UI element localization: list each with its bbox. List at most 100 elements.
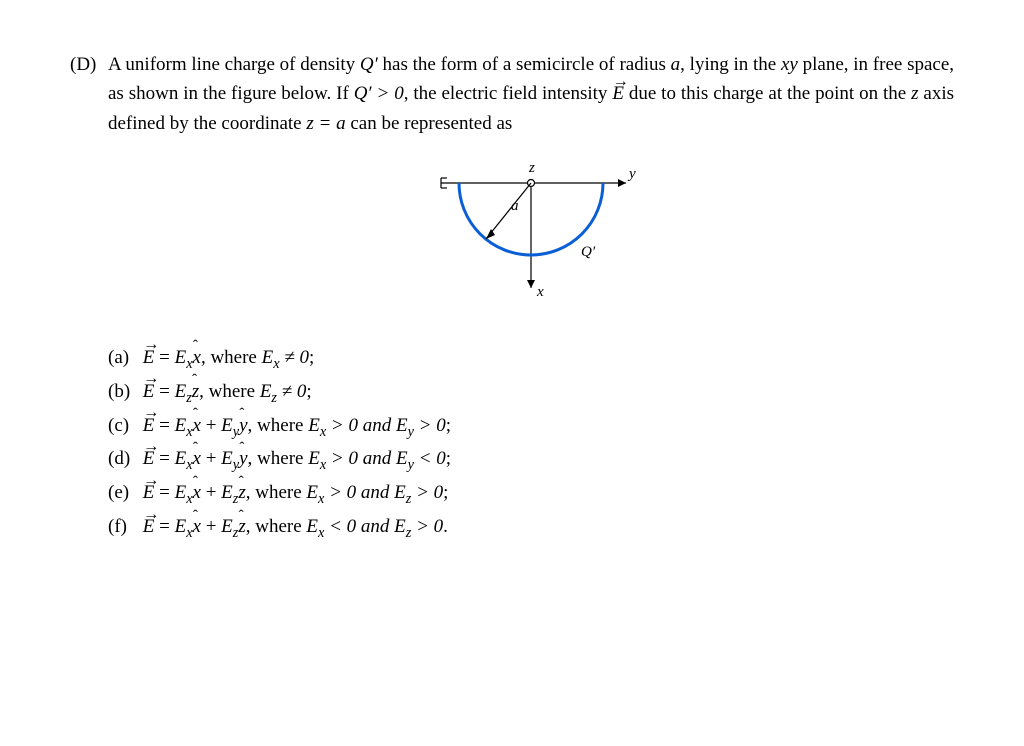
text: ; [309,347,314,368]
label-z: z [528,160,535,176]
component: Ez [175,381,192,402]
sub: y [408,423,414,439]
op: ≠ [284,347,294,368]
cond: Q′ > 0 [354,83,404,104]
t: E [221,415,233,436]
problem-label: (D) [70,50,108,79]
component: Ex [175,516,193,537]
component: Ex [175,347,193,368]
cond: Ez ≠ 0 [260,381,307,402]
t: E [221,482,233,503]
text: , where [246,482,307,503]
t: and [356,482,394,503]
t: 0 [436,448,446,469]
t: 0 [300,347,310,368]
text: ; [443,482,448,503]
semicircle-diagram: z y x a Q′ [411,148,651,308]
cond: Ex < 0 and Ez > 0 [306,516,443,537]
option-label: (e) [108,478,138,507]
op: > [419,415,432,436]
text: , where [248,448,309,469]
t: E [221,516,233,537]
option-a: (a) →E = Exˆx, where Ex ≠ 0; [108,343,954,375]
component: Ex [175,448,193,469]
op: > [329,482,342,503]
arrowhead-icon [618,179,626,187]
t: E [175,347,187,368]
option-label: (a) [108,343,138,372]
option-e: (e) →E = Exˆx + Ezˆz, where Ex > 0 and E… [108,478,954,510]
var-Q: Q′ [360,54,378,75]
t: E [308,415,320,436]
unit-x: ˆx [193,512,201,541]
t: E [175,415,187,436]
sub: x [320,423,326,439]
var-xy: xy [781,54,798,75]
t: E [396,415,408,436]
t: and [356,516,394,537]
sub: x [318,525,324,541]
t: 0 [297,381,307,402]
hat-icon: ˆ [193,470,198,494]
problem-block: (D) A uniform line charge of density Q′ … [70,50,954,546]
component: Ey [221,415,239,436]
t: E [175,381,187,402]
option-d: (d) →E = Exˆx + Eyˆy, where Ex > 0 and E… [108,444,954,476]
hat-icon: ˆ [193,402,198,426]
hat-icon: ˆ [193,436,198,460]
cond: Ex > 0 and Ey > 0 [308,415,446,436]
figure: z y x a Q′ [108,148,954,317]
t: 0 [434,482,444,503]
vector-arrow-icon: → [143,502,159,527]
arrowhead-icon [527,280,535,288]
t: E [308,448,320,469]
text: due to this charge at the point on the [624,83,911,104]
hat-icon: ˆ [239,402,244,426]
t: E [221,448,233,469]
text: ; [306,381,311,402]
vector-E: →E [612,79,624,108]
sub: x [273,356,279,372]
t: E [396,448,408,469]
eq: z = a [306,113,345,134]
t: 0 [348,448,358,469]
unit-z: ˆz [238,512,245,541]
text: , lying in the [680,54,781,75]
t: E [260,381,272,402]
hat-icon: ˆ [239,436,244,460]
hat-icon: ˆ [239,504,244,528]
t: E [394,482,406,503]
op: < [329,516,342,537]
text: = [159,415,174,436]
t: E [394,516,406,537]
op: < [419,448,432,469]
problem-stem: A uniform line charge of density Q′ has … [108,50,954,138]
vector-arrow-icon: → [143,332,159,357]
option-label: (b) [108,377,138,406]
text: = [159,347,174,368]
hat-icon: ˆ [192,368,197,392]
option-label: (f) [108,512,138,541]
op: > [416,516,429,537]
text: ; [446,415,451,436]
hat-icon: ˆ [239,470,244,494]
var-a: a [671,54,681,75]
component: Ez [221,482,238,503]
t: 0 [348,415,358,436]
vector-arrow-icon: → [143,366,159,391]
text: can be represented as [346,113,513,134]
text: A uniform line charge of density [108,54,360,75]
hat-icon: ˆ [193,504,198,528]
vector-E: →E [143,512,155,541]
component: Ex [175,415,193,436]
sub: z [271,389,277,405]
text: , the electric field intensity [404,83,613,104]
text: = [159,381,174,402]
sub: z [406,525,412,541]
t: E [306,516,318,537]
option-c: (c) →E = Exˆx + Eyˆy, where Ex > 0 and E… [108,411,954,443]
text: , where [246,516,307,537]
component: Ez [221,516,238,537]
text: , where [199,381,260,402]
component: Ex [175,482,193,503]
